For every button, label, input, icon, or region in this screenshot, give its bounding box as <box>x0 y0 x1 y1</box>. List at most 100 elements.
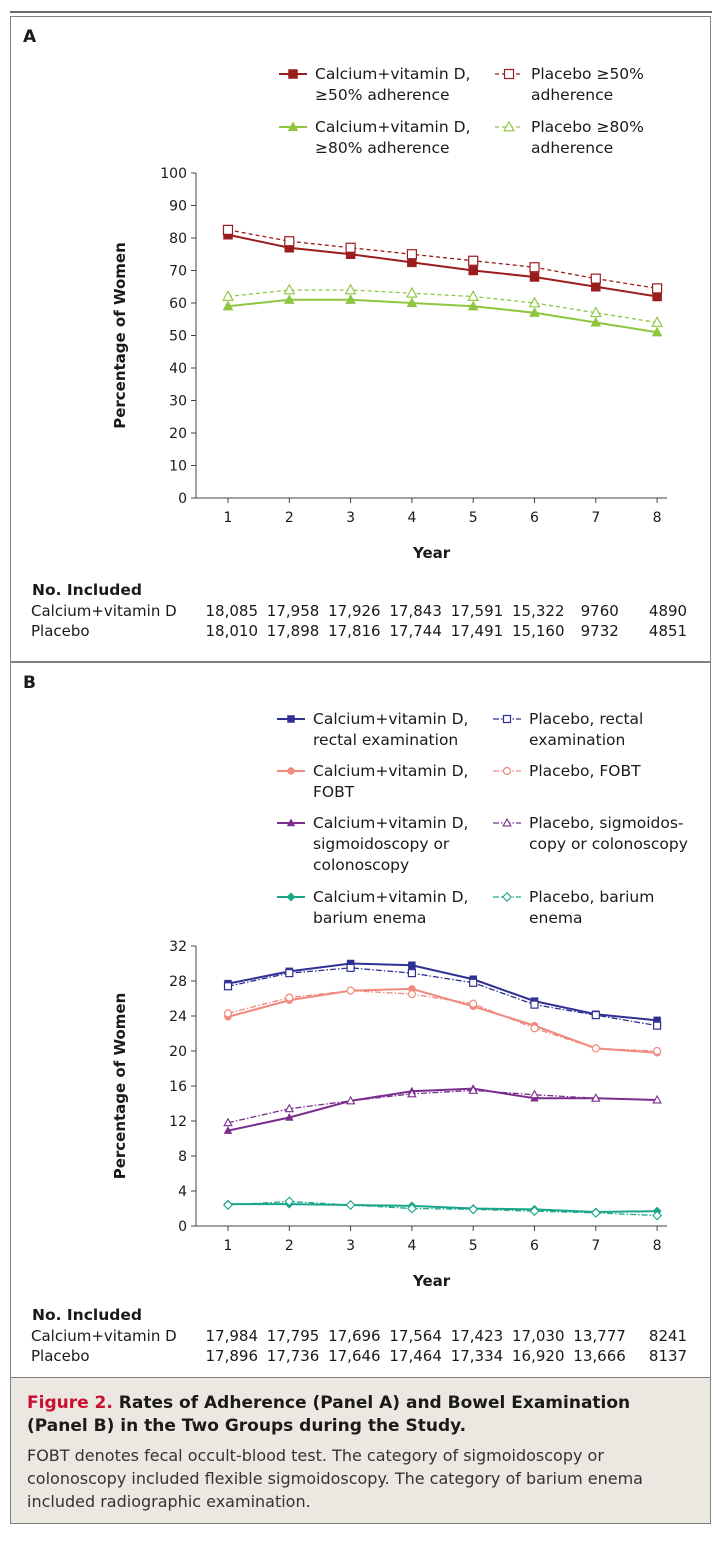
y-tick-label: 90 <box>169 199 187 215</box>
legend-entry-3: Calcium+vitamin D, ≥80% adherence <box>279 118 470 157</box>
included-value: 17,958 <box>267 602 320 620</box>
series-line <box>227 962 658 1022</box>
x-tick-label: 1 <box>224 510 233 526</box>
data-point <box>469 999 478 1008</box>
legend-label: Calcium+vitamin D, <box>313 888 468 906</box>
included-heading: No. Included <box>32 1306 142 1324</box>
included-value: 17,896 <box>206 1347 259 1365</box>
legend-label: Placebo, barium <box>529 888 654 906</box>
y-tick-label: 8 <box>178 1149 187 1165</box>
legend-label: colonoscopy <box>313 856 409 874</box>
legend-entry-1: Calcium+vitamin D, rectal examination <box>277 710 468 749</box>
y-tick-label: 30 <box>169 394 187 410</box>
legend-label: Placebo, rectal <box>529 710 643 728</box>
included-row-label: Placebo <box>31 1347 90 1365</box>
included-value: 13,666 <box>573 1347 626 1365</box>
y-tick-label: 0 <box>178 491 187 507</box>
legend-label: FOBT <box>313 783 355 801</box>
x-tick-label: 1 <box>224 1238 233 1254</box>
included-value: 8137 <box>649 1347 687 1365</box>
x-tick-label: 5 <box>469 510 478 526</box>
series-line <box>227 967 658 1027</box>
included-value: 17,984 <box>206 1327 259 1345</box>
included-value: 4890 <box>649 602 687 620</box>
x-tick-label: 6 <box>530 1238 539 1254</box>
legend-marker <box>503 120 515 132</box>
included-value: 17,843 <box>389 602 442 620</box>
legend-label: Calcium+vitamin D, <box>315 65 470 83</box>
data-point <box>529 307 540 317</box>
y-tick-label: 20 <box>169 1044 187 1060</box>
included-value: 17,334 <box>451 1347 504 1365</box>
legend-entry-2: Placebo ≥50% adherence <box>495 65 644 104</box>
data-point <box>528 296 541 308</box>
y-tick-label: 20 <box>169 426 187 442</box>
data-point <box>590 1207 601 1218</box>
included-value: 17,795 <box>267 1327 320 1345</box>
data-point <box>406 286 418 298</box>
series-line <box>227 289 658 324</box>
legend-entry-2: Placebo, rectal examination <box>493 710 643 749</box>
data-point <box>345 242 356 253</box>
data-point <box>467 300 479 311</box>
data-point <box>346 963 355 972</box>
y-tick-label: 32 <box>169 939 187 955</box>
panel-a: A 0 10 20 30 40 50 60 70 80 90 100 1 2 3 4 5 6 7 8 Year Perc… <box>10 16 711 662</box>
included-value: 9732 <box>581 622 619 640</box>
data-point <box>223 982 233 991</box>
included-value: 9760 <box>581 602 619 620</box>
y-tick-label: 80 <box>169 231 187 247</box>
data-point <box>652 1021 662 1030</box>
series-8 <box>223 1196 663 1221</box>
data-point <box>529 272 540 282</box>
included-value: 13,777 <box>573 1327 626 1345</box>
data-point <box>285 969 294 978</box>
x-tick-label: 8 <box>653 1238 662 1254</box>
included-row-label: Placebo <box>31 622 90 640</box>
y-tick-label: 4 <box>178 1184 187 1200</box>
data-point <box>346 986 355 995</box>
series-4 <box>222 283 663 327</box>
data-point <box>345 1200 356 1210</box>
series-2 <box>222 224 663 294</box>
legend-label: Calcium+vitamin D, <box>313 762 468 780</box>
data-point <box>345 1095 356 1105</box>
included-value: 15,160 <box>512 622 565 640</box>
data-point <box>651 326 663 337</box>
legend-entry-4: Placebo, FOBT <box>493 762 641 780</box>
data-point <box>222 224 234 235</box>
data-point <box>285 993 294 1002</box>
data-point <box>222 300 234 311</box>
data-point <box>285 1112 294 1121</box>
included-value: 18,085 <box>206 602 259 620</box>
series-3 <box>222 294 663 337</box>
x-tick-label: 2 <box>285 510 294 526</box>
data-point <box>469 978 478 987</box>
y-tick-label: 28 <box>169 974 187 990</box>
y-axis-label: Percentage of Women <box>111 993 129 1180</box>
legend-label: adherence <box>531 139 613 157</box>
data-point <box>590 316 602 327</box>
series-line <box>227 989 658 1052</box>
data-point <box>468 255 479 266</box>
included-value: 18,010 <box>206 622 259 640</box>
legend-label: ≥80% adherence <box>315 139 450 157</box>
legend-marker <box>287 767 295 775</box>
series-6 <box>223 1085 662 1127</box>
x-tick-label: 4 <box>407 510 416 526</box>
data-point <box>223 1126 233 1134</box>
caption-text: FOBT denotes fecal occult-blood test. Th… <box>27 1446 643 1511</box>
data-point <box>529 1089 540 1099</box>
legend-label: Calcium+vitamin D, <box>313 814 468 832</box>
included-value: 17,646 <box>328 1347 381 1365</box>
data-point <box>283 283 296 295</box>
data-point <box>344 283 357 295</box>
y-axis-label: Percentage of Women <box>111 242 129 429</box>
data-point <box>283 294 295 304</box>
series-line <box>227 233 658 298</box>
legend-marker <box>287 121 299 132</box>
included-value: 17,744 <box>389 622 442 640</box>
y-tick-label: 40 <box>169 361 187 377</box>
legend-entry-8: Placebo, barium enema <box>493 888 654 927</box>
series-line <box>228 1203 658 1214</box>
